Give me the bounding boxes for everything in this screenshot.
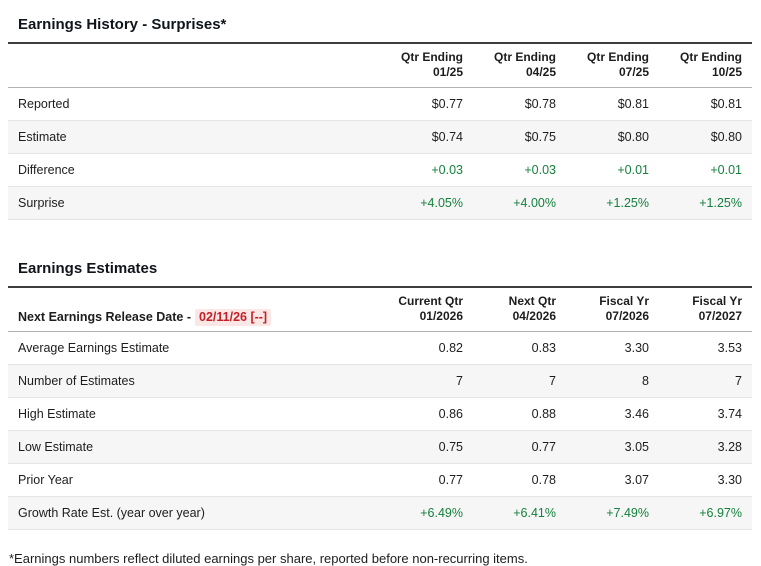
cell-value: 3.74 bbox=[659, 397, 752, 431]
cell-value: 7 bbox=[380, 364, 473, 398]
row-label: Average Earnings Estimate bbox=[8, 331, 380, 365]
history-col-header-q2: Qtr Ending 04/25 bbox=[473, 44, 566, 88]
cell-value: 7 bbox=[659, 364, 752, 398]
history-header-row: Qtr Ending 01/25 Qtr Ending 04/25 Qtr En… bbox=[8, 44, 752, 88]
table-row-growth-rate: Growth Rate Est. (year over year) +6.49%… bbox=[8, 496, 752, 530]
cell-value-positive: +6.41% bbox=[473, 496, 566, 530]
estimates-col-header-fiscal-yr-2: Fiscal Yr 07/2027 bbox=[659, 288, 752, 332]
cell-value: $0.75 bbox=[473, 120, 566, 154]
cell-value: $0.80 bbox=[566, 120, 659, 154]
cell-value-positive: +4.00% bbox=[473, 186, 566, 220]
cell-value: 0.77 bbox=[380, 463, 473, 497]
history-col-header-q4: Qtr Ending 10/25 bbox=[659, 44, 752, 88]
table-row-number-of-estimates: Number of Estimates 7 7 8 7 bbox=[8, 364, 752, 398]
history-empty-header-cell bbox=[8, 44, 380, 88]
estimates-col-header-current-qtr: Current Qtr 01/2026 bbox=[380, 288, 473, 332]
col-header-line1: Qtr Ending bbox=[587, 50, 649, 64]
row-label: Surprise bbox=[8, 186, 380, 220]
row-label: Number of Estimates bbox=[8, 364, 380, 398]
row-label: Growth Rate Est. (year over year) bbox=[8, 496, 380, 530]
col-header-line2: 07/2027 bbox=[698, 309, 742, 323]
cell-value-positive: +0.03 bbox=[473, 153, 566, 187]
cell-value: $0.81 bbox=[566, 87, 659, 121]
table-row-surprise: Surprise +4.05% +4.00% +1.25% +1.25% bbox=[8, 186, 752, 220]
cell-value: 3.28 bbox=[659, 430, 752, 464]
cell-value: 0.75 bbox=[380, 430, 473, 464]
cell-value: 3.30 bbox=[566, 331, 659, 365]
col-header-line2: 01/2026 bbox=[419, 309, 463, 323]
col-header-line1: Qtr Ending bbox=[494, 50, 556, 64]
table-row-low-estimate: Low Estimate 0.75 0.77 3.05 3.28 bbox=[8, 430, 752, 464]
cell-value: 7 bbox=[473, 364, 566, 398]
cell-value: 0.82 bbox=[380, 331, 473, 365]
cell-value-positive: +1.25% bbox=[659, 186, 752, 220]
col-header-line2: 04/25 bbox=[525, 65, 556, 79]
earnings-history-table: Qtr Ending 01/25 Qtr Ending 04/25 Qtr En… bbox=[8, 44, 752, 220]
table-row-reported: Reported $0.77 $0.78 $0.81 $0.81 bbox=[8, 87, 752, 121]
col-header-line1: Fiscal Yr bbox=[599, 294, 649, 308]
next-earnings-release-cell: Next Earnings Release Date - 02/11/26 [--… bbox=[8, 288, 380, 332]
history-col-header-q3: Qtr Ending 07/25 bbox=[566, 44, 659, 88]
col-header-line1: Qtr Ending bbox=[680, 50, 742, 64]
row-label: Estimate bbox=[8, 120, 380, 154]
col-header-line1: Next Qtr bbox=[508, 294, 556, 308]
col-header-line1: Current Qtr bbox=[398, 294, 463, 308]
earnings-estimates-section: Earnings Estimates Next Earnings Release… bbox=[8, 252, 752, 530]
cell-value-positive: +0.01 bbox=[566, 153, 659, 187]
release-date: 02/11/26 [--] bbox=[195, 309, 272, 326]
row-label: Reported bbox=[8, 87, 380, 121]
cell-value: 3.30 bbox=[659, 463, 752, 497]
cell-value: $0.81 bbox=[659, 87, 752, 121]
cell-value: 0.86 bbox=[380, 397, 473, 431]
cell-value-positive: +1.25% bbox=[566, 186, 659, 220]
table-row-prior-year: Prior Year 0.77 0.78 3.07 3.30 bbox=[8, 463, 752, 497]
table-row-high-estimate: High Estimate 0.86 0.88 3.46 3.74 bbox=[8, 397, 752, 431]
estimates-col-header-next-qtr: Next Qtr 04/2026 bbox=[473, 288, 566, 332]
earnings-estimates-table: Next Earnings Release Date - 02/11/26 [--… bbox=[8, 288, 752, 530]
cell-value: $0.78 bbox=[473, 87, 566, 121]
estimates-col-header-fiscal-yr-1: Fiscal Yr 07/2026 bbox=[566, 288, 659, 332]
row-label: Difference bbox=[8, 153, 380, 187]
cell-value-positive: +7.49% bbox=[566, 496, 659, 530]
cell-value: 0.78 bbox=[473, 463, 566, 497]
cell-value: $0.77 bbox=[380, 87, 473, 121]
cell-value-positive: +6.49% bbox=[380, 496, 473, 530]
cell-value: $0.80 bbox=[659, 120, 752, 154]
cell-value: 0.88 bbox=[473, 397, 566, 431]
col-header-line1: Fiscal Yr bbox=[692, 294, 742, 308]
cell-value: $0.74 bbox=[380, 120, 473, 154]
cell-value-positive: +4.05% bbox=[380, 186, 473, 220]
earnings-history-section: Earnings History - Surprises* Qtr Ending… bbox=[8, 8, 752, 220]
next-earnings-release: Next Earnings Release Date - 02/11/26 [--… bbox=[18, 309, 272, 326]
table-row-average-earnings-estimate: Average Earnings Estimate 0.82 0.83 3.30… bbox=[8, 331, 752, 365]
col-header-line2: 01/25 bbox=[432, 65, 463, 79]
table-row-difference: Difference +0.03 +0.03 +0.01 +0.01 bbox=[8, 153, 752, 187]
estimates-header-row: Next Earnings Release Date - 02/11/26 [--… bbox=[8, 288, 752, 332]
cell-value: 0.83 bbox=[473, 331, 566, 365]
row-label: High Estimate bbox=[8, 397, 380, 431]
cell-value: 8 bbox=[566, 364, 659, 398]
cell-value: 3.46 bbox=[566, 397, 659, 431]
cell-value: 3.53 bbox=[659, 331, 752, 365]
release-label: Next Earnings Release Date - bbox=[18, 310, 191, 324]
table-row-estimate: Estimate $0.74 $0.75 $0.80 $0.80 bbox=[8, 120, 752, 154]
col-header-line2: 10/25 bbox=[711, 65, 742, 79]
col-header-line2: 07/2026 bbox=[605, 309, 649, 323]
col-header-line2: 07/25 bbox=[618, 65, 649, 79]
cell-value: 0.77 bbox=[473, 430, 566, 464]
footnote: *Earnings numbers reflect diluted earnin… bbox=[9, 551, 528, 566]
cell-value-positive: +6.97% bbox=[659, 496, 752, 530]
earnings-estimates-title: Earnings Estimates bbox=[8, 252, 752, 288]
history-col-header-q1: Qtr Ending 01/25 bbox=[380, 44, 473, 88]
cell-value: 3.05 bbox=[566, 430, 659, 464]
col-header-line1: Qtr Ending bbox=[401, 50, 463, 64]
cell-value-positive: +0.03 bbox=[380, 153, 473, 187]
row-label: Low Estimate bbox=[8, 430, 380, 464]
col-header-line2: 04/2026 bbox=[512, 309, 556, 323]
cell-value-positive: +0.01 bbox=[659, 153, 752, 187]
earnings-history-title: Earnings History - Surprises* bbox=[8, 8, 752, 44]
row-label: Prior Year bbox=[8, 463, 380, 497]
cell-value: 3.07 bbox=[566, 463, 659, 497]
